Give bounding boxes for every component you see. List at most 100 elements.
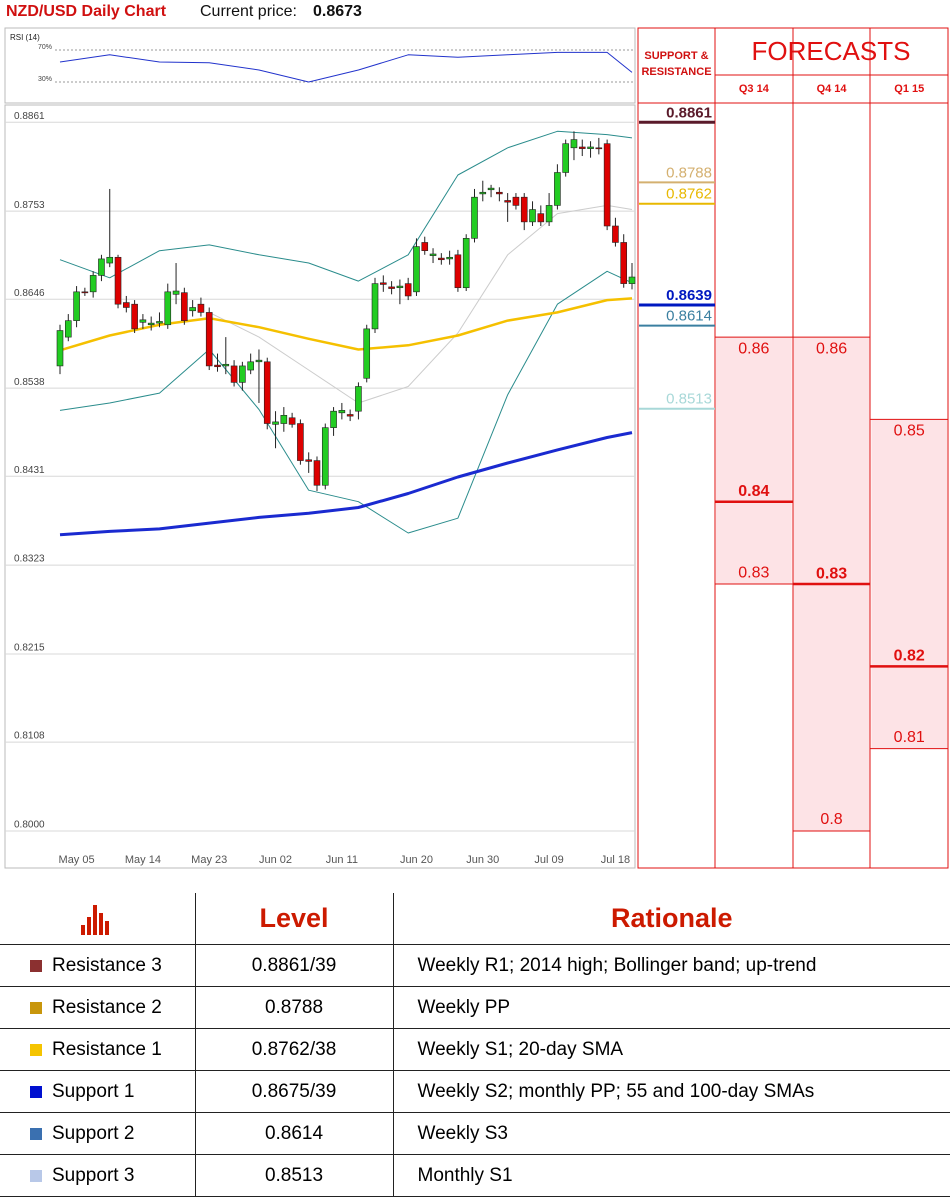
y-tick-label: 0.8431 [14, 465, 45, 476]
y-tick-label: 0.8646 [14, 288, 45, 299]
x-tick-label: May 05 [59, 854, 95, 866]
rsi-line [59, 51, 633, 83]
y-tick-label: 0.8753 [14, 200, 45, 211]
table-row: Support 3 0.8513 Monthly S1 [0, 1154, 950, 1197]
candle-body [612, 225, 619, 243]
table-row: Resistance 1 0.8762/38 Weekly S1; 20-day S… [0, 1028, 950, 1071]
indicator-line [59, 431, 633, 537]
candle-body [338, 410, 346, 414]
row-name-cell: Resistance 1 [0, 1028, 195, 1071]
icon-cell [0, 893, 195, 945]
row-level: 0.8614 [194, 1112, 393, 1155]
row-name-cell: Resistance 2 [0, 986, 195, 1029]
row-level: 0.8788 [194, 986, 393, 1029]
candle-body [413, 246, 420, 293]
row-name-cell: Support 1 [0, 1070, 195, 1113]
indicator-line [59, 130, 633, 282]
row-level: 0.8513 [194, 1154, 393, 1197]
candle-body [114, 256, 122, 305]
candle-body [438, 257, 445, 261]
indicator-line [208, 204, 633, 404]
level-label: 0.8513 [666, 391, 712, 408]
candle-body [197, 303, 205, 313]
row-rationale: Weekly S1; 20-day SMA [392, 1028, 950, 1071]
candle-body [164, 291, 172, 326]
candle-body [230, 365, 238, 383]
x-tick-label: May 23 [191, 854, 227, 866]
row-name: Support 2 [52, 1122, 135, 1144]
candle-body [98, 258, 105, 276]
chart: NZD/USD Daily Chart Current price: 0.867… [4, 3, 949, 869]
candle-body [64, 320, 72, 338]
candle-body [421, 242, 429, 251]
row-name: Resistance 3 [52, 954, 162, 976]
candle-body [73, 291, 80, 321]
candle-body [454, 254, 462, 289]
candle-body [396, 285, 404, 289]
row-rationale: Monthly S1 [392, 1154, 950, 1197]
x-tick-label: May 14 [125, 854, 161, 866]
candle-body [603, 143, 611, 227]
y-tick-label: 0.8323 [14, 554, 45, 565]
candle-body [562, 143, 569, 173]
table-row: Resistance 2 0.8788 Weekly PP [0, 986, 950, 1029]
sr-title: SUPPORT & RESISTANCE [641, 50, 712, 78]
candle-body [371, 283, 379, 330]
candle-body [214, 364, 221, 368]
x-tick-label: Jul 18 [601, 854, 630, 866]
rsi-tick-label: 30% [38, 76, 52, 83]
row-rationale: Weekly S2; monthly PP; 55 and 100-day SM… [392, 1070, 950, 1113]
column-header: Level [194, 893, 393, 945]
candle-body [545, 205, 553, 223]
row-name-cell: Support 3 [0, 1154, 195, 1197]
candle-body [321, 427, 329, 486]
forecast-high-label: 0.86 [738, 340, 769, 357]
candle-body [471, 196, 478, 239]
candle-body [239, 365, 246, 383]
level-label: 0.8639 [666, 287, 712, 304]
candle-body [404, 283, 412, 297]
x-tick-label: Jun 30 [466, 854, 499, 866]
candle-body [131, 303, 138, 330]
candle-body [578, 146, 586, 149]
candle-body [504, 200, 511, 203]
forecast-median-label: 0.83 [816, 565, 847, 582]
row-swatch [30, 1002, 42, 1014]
table-body: Resistance 3 0.8861/39 Weekly R1; 2014 hig… [0, 944, 950, 1197]
row-rationale: Weekly PP [392, 986, 950, 1029]
table-row: Support 1 0.8675/39 Weekly S2; monthly PP;… [0, 1070, 950, 1113]
candle-body [487, 187, 495, 191]
row-name: Support 3 [52, 1164, 135, 1186]
indicator-line [59, 270, 633, 534]
candle-body [263, 361, 271, 424]
candle-body [156, 321, 163, 324]
candle-body [462, 238, 470, 289]
row-swatch [30, 1044, 42, 1056]
candle-body [496, 191, 503, 195]
quarter-label: Q3 14 [739, 83, 770, 95]
column-header: Rationale [392, 893, 950, 945]
candle-body [595, 147, 603, 150]
level-label: 0.8762 [666, 186, 712, 203]
candle-body [139, 319, 147, 323]
candle-body [537, 213, 545, 223]
x-tick-label: Jun 11 [326, 854, 358, 866]
table-row: Resistance 3 0.8861/39 Weekly R1; 2014 hig… [0, 944, 950, 987]
candle-body [56, 330, 64, 367]
forecast-low-label: 0.8 [820, 811, 842, 828]
forecast-high-label: 0.86 [816, 340, 847, 357]
candle-body [147, 322, 155, 326]
candle-body [529, 209, 536, 223]
row-level: 0.8762/38 [194, 1028, 393, 1071]
candle-body [205, 312, 213, 367]
row-rationale: Weekly S3 [392, 1112, 950, 1155]
candle-body [512, 196, 520, 206]
candle-body [355, 386, 362, 412]
candle-body [554, 172, 561, 206]
row-rationale: Weekly R1; 2014 high; Bollinger band; up… [392, 944, 950, 987]
forecast-low-label: 0.81 [894, 729, 925, 746]
rsi-tick-label: 70% [38, 44, 52, 51]
candle-body [330, 410, 337, 428]
candle-body [346, 414, 354, 417]
